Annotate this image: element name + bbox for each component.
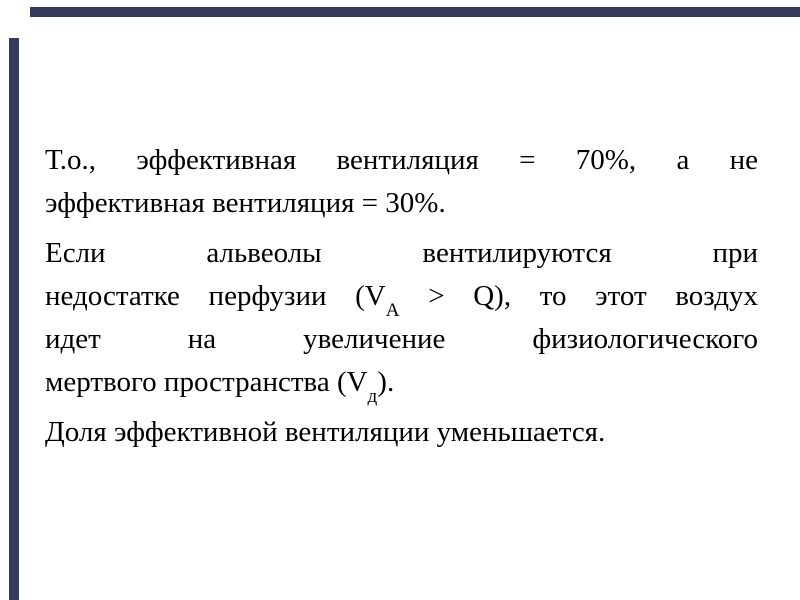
text-line: идет на увеличение физиологического <box>45 323 758 355</box>
text-segment: мертвого пространства (V <box>45 366 368 398</box>
text-line: мертвого пространства (Vд). <box>45 361 758 408</box>
left-accent-bar <box>9 38 19 600</box>
text-line: недостатке перфузии (VA > Q), то этот во… <box>45 275 758 322</box>
subscript-A: A <box>385 300 400 322</box>
text-line: Если альвеолы вентилируются при <box>45 237 758 269</box>
text-line: Доля эффективной вентиляции уменьшается. <box>45 416 606 448</box>
text-line: Т.о., эффективная вентиляция = 70%, а не <box>45 144 758 176</box>
top-accent-bar <box>30 7 800 17</box>
text-segment: недостатке перфузии (V <box>45 280 386 312</box>
text-line: эффективная вентиляция = 30%. <box>45 187 446 219</box>
text-segment: ). <box>377 366 395 398</box>
paragraph-alveoli-perfusion: Если альвеолы вентилируются при недостат… <box>45 232 758 408</box>
paragraph-effective-share: Доля эффективной вентиляции уменьшается. <box>45 411 758 454</box>
subscript-d: д <box>367 386 378 408</box>
paragraph-effective-ventilation: Т.о., эффективная вентиляция = 70%, а не… <box>45 139 758 225</box>
slide-text-block: Т.о., эффективная вентиляция = 70%, а не… <box>45 139 758 461</box>
text-segment: > Q), то этот воздух <box>399 280 758 312</box>
